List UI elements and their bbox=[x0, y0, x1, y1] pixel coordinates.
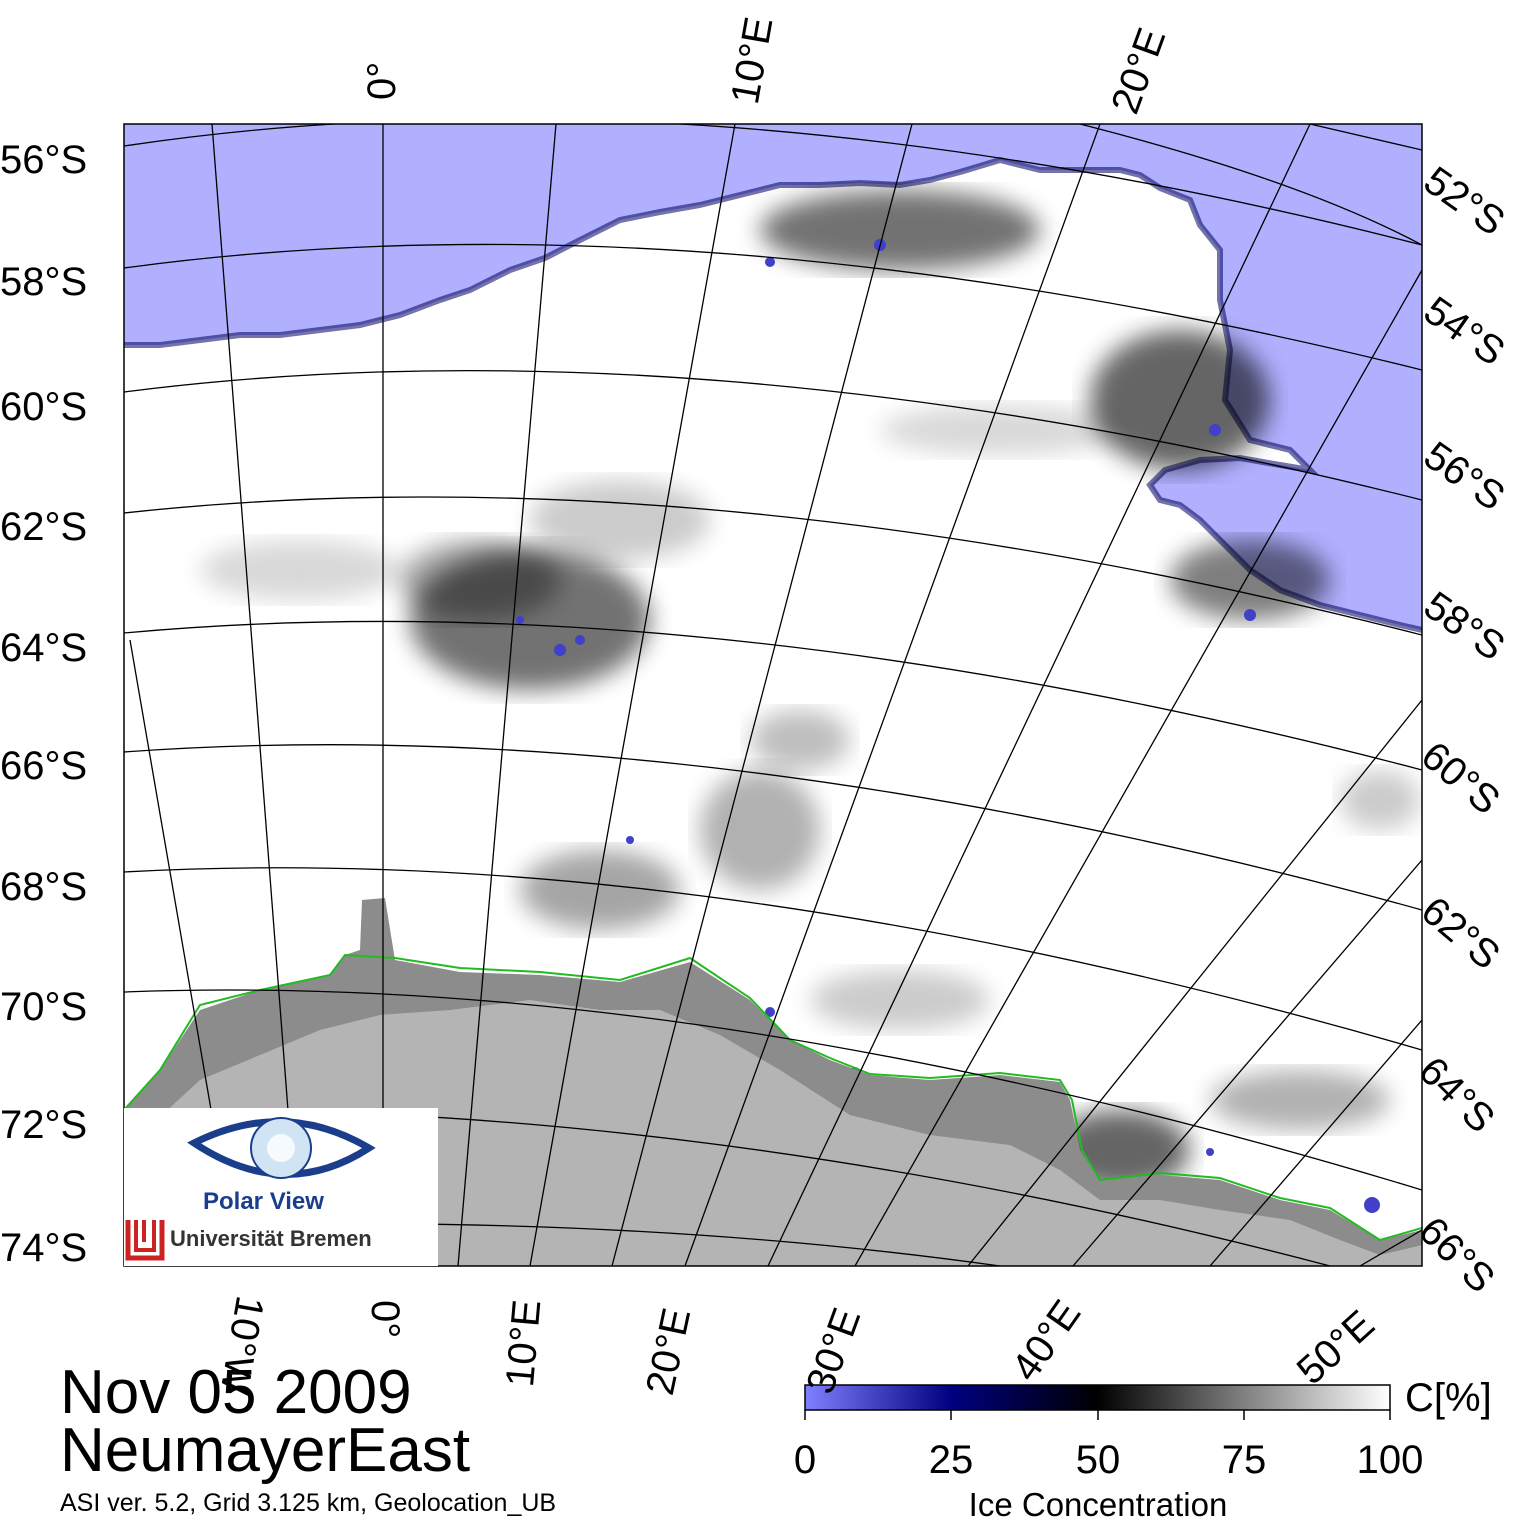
open-water-region bbox=[124, 124, 1422, 630]
colorbar-gradient bbox=[804, 1384, 1391, 1411]
lon-label-bottom-0: 0° bbox=[363, 1300, 407, 1339]
lon-label-top-0: 0° bbox=[360, 61, 404, 100]
coastline bbox=[124, 953, 1422, 1242]
lat-label-64s: 64°S bbox=[0, 626, 88, 670]
colorbar-tick-75: 75 bbox=[1221, 1438, 1267, 1482]
colorbar-tick-0: 0 bbox=[793, 1438, 817, 1482]
polar-view-logo bbox=[124, 1108, 438, 1266]
logo-polar-view-text: Polar View bbox=[203, 1188, 324, 1215]
map-date: Nov 05 2009 bbox=[60, 1358, 412, 1427]
colorbar-tick-100: 100 bbox=[1356, 1438, 1424, 1482]
lon-label-bottom-10e: 10°E bbox=[498, 1297, 550, 1389]
colorbar-label: Ice Concentration bbox=[968, 1486, 1228, 1523]
lat-label-62s: 62°S bbox=[0, 505, 88, 549]
colorbar-tick-50: 50 bbox=[1075, 1438, 1121, 1482]
lat-label-58s: 58°S bbox=[0, 260, 88, 304]
lat-label-70s: 70°S bbox=[0, 985, 88, 1029]
colorbar-unit: C[%] bbox=[1405, 1376, 1492, 1420]
antarctic-land bbox=[124, 1000, 1422, 1266]
product-caption: ASI ver. 5.2, Grid 3.125 km, Geolocation… bbox=[60, 1489, 557, 1517]
polynya-spots bbox=[516, 239, 1380, 1213]
region-name: NeumayerEast bbox=[60, 1416, 471, 1485]
lat-label-68s: 68°S bbox=[0, 865, 88, 909]
lat-label-66s: 66°S bbox=[0, 744, 88, 788]
lat-label-74s: 74°S bbox=[0, 1226, 88, 1270]
colorbar-tick-25: 25 bbox=[928, 1438, 974, 1482]
lat-label-60s: 60°S bbox=[0, 385, 88, 429]
longitude-grid-lines bbox=[129, 124, 1422, 1266]
latitude-grid-lines bbox=[124, 124, 1422, 1266]
lat-label-72s: 72°S bbox=[0, 1103, 88, 1147]
ice-concentration-patches bbox=[200, 190, 1420, 1190]
lat-label-56s: 56°S bbox=[0, 138, 88, 182]
logo-university-text: Universität Bremen bbox=[170, 1226, 372, 1251]
